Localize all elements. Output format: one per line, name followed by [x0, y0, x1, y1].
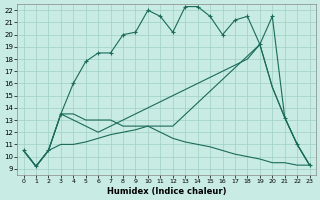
X-axis label: Humidex (Indice chaleur): Humidex (Indice chaleur) [107, 187, 226, 196]
